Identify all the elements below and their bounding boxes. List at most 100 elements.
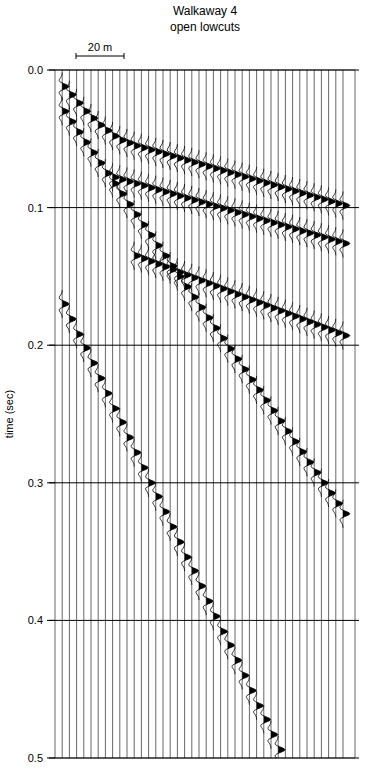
wavelet bbox=[95, 149, 105, 177]
wavelet-line bbox=[74, 320, 84, 348]
trace bbox=[155, 70, 156, 758]
wavelet bbox=[282, 175, 292, 203]
wavelet-line bbox=[167, 180, 177, 208]
wavelet bbox=[117, 126, 127, 154]
wavelet-line bbox=[239, 661, 249, 689]
wavelet bbox=[174, 182, 184, 210]
wavelet-fill bbox=[62, 97, 69, 125]
wavelet bbox=[153, 231, 163, 259]
wavelet-fill bbox=[98, 364, 105, 392]
wavelet-fill bbox=[300, 438, 307, 466]
wavelet-line bbox=[167, 252, 177, 280]
wavelet bbox=[318, 223, 328, 251]
wavelet-fill bbox=[199, 267, 206, 295]
wavelet-line bbox=[318, 469, 328, 497]
wavelet-fill bbox=[105, 159, 112, 187]
trace bbox=[91, 70, 92, 758]
y-tick-label: 0.2 bbox=[28, 339, 43, 351]
wavelet bbox=[239, 661, 249, 689]
wavelet-fill bbox=[235, 280, 242, 308]
wavelet-fill bbox=[242, 661, 249, 689]
wavelet-fill bbox=[264, 705, 271, 733]
wavelet-fill bbox=[141, 134, 148, 162]
wavelet-fill bbox=[293, 177, 300, 205]
wavelet bbox=[333, 489, 343, 517]
wavelet-line bbox=[203, 152, 213, 180]
wavelet-fill bbox=[242, 200, 249, 228]
wavelet bbox=[189, 283, 199, 311]
wavelet-line bbox=[160, 140, 170, 168]
wavelet bbox=[138, 134, 148, 162]
wavelet-line bbox=[326, 225, 336, 253]
wavelet-fill bbox=[235, 345, 242, 373]
wavelet-line bbox=[146, 136, 156, 164]
y-tick bbox=[47, 620, 55, 621]
wavelet-fill bbox=[163, 242, 170, 270]
wavelet bbox=[311, 183, 321, 211]
wavelet-line bbox=[268, 209, 278, 237]
wavelet-fill bbox=[329, 316, 336, 344]
wavelet-line bbox=[138, 245, 148, 273]
wavelet-line bbox=[275, 407, 285, 435]
wavelet-line bbox=[131, 170, 141, 198]
wavelet bbox=[218, 156, 228, 184]
wavelet-line bbox=[239, 163, 249, 191]
wavelet-fill bbox=[62, 73, 69, 101]
wavelet-line bbox=[218, 324, 228, 352]
wavelet-fill bbox=[271, 209, 278, 237]
wavelet bbox=[333, 319, 343, 347]
wavelet bbox=[282, 300, 292, 328]
wavelet-line bbox=[81, 128, 91, 156]
wavelet-fill bbox=[177, 528, 184, 556]
wavelet-line bbox=[326, 479, 336, 507]
wavelet-line bbox=[210, 154, 220, 182]
trace bbox=[213, 70, 214, 758]
wavelet bbox=[102, 159, 112, 187]
wavelet-fill bbox=[235, 198, 242, 226]
trace bbox=[335, 70, 336, 758]
wavelet-line bbox=[102, 159, 112, 187]
wavelet bbox=[196, 572, 206, 600]
y-tick bbox=[47, 758, 55, 759]
wavelet-fill bbox=[113, 170, 120, 198]
wavelet-fill bbox=[271, 294, 278, 322]
wavelet bbox=[203, 269, 213, 297]
wavelet-line bbox=[203, 190, 213, 218]
wavelet-fill bbox=[257, 205, 264, 233]
wavelet-fill bbox=[62, 290, 69, 318]
wavelet-line bbox=[160, 498, 170, 526]
wavelet-line bbox=[210, 272, 220, 300]
wavelet bbox=[261, 169, 271, 197]
wavelet-line bbox=[261, 386, 271, 414]
wavelet bbox=[196, 188, 206, 216]
wavelet-fill bbox=[278, 173, 285, 201]
wavelet-fill bbox=[249, 286, 256, 314]
wavelet-line bbox=[88, 139, 98, 167]
wavelet bbox=[203, 587, 213, 615]
wavelet bbox=[210, 602, 220, 630]
wavelet-fill bbox=[185, 146, 192, 174]
wavelet-fill bbox=[293, 428, 300, 456]
wavelet-line bbox=[160, 178, 170, 206]
wavelet bbox=[102, 379, 112, 407]
wavelet-line bbox=[196, 293, 206, 321]
wavelet-line bbox=[282, 417, 292, 445]
wavelet-fill bbox=[98, 149, 105, 177]
wavelet bbox=[124, 423, 134, 451]
wavelet bbox=[167, 142, 177, 170]
wavelet bbox=[225, 196, 235, 224]
wavelet-line bbox=[138, 134, 148, 162]
wavelet-line bbox=[88, 104, 98, 132]
wavelet-line bbox=[124, 190, 134, 218]
wavelet-fill bbox=[141, 172, 148, 200]
wavelet-line bbox=[124, 167, 134, 195]
wavelet-line bbox=[74, 118, 84, 146]
wavelet-line bbox=[81, 334, 91, 362]
wavelet-fill bbox=[257, 376, 264, 404]
wavelet-line bbox=[203, 587, 213, 615]
wavelet-line bbox=[218, 156, 228, 184]
wavelet bbox=[246, 286, 256, 314]
wavelet-fill bbox=[170, 180, 177, 208]
chart: Walkaway 4open lowcuts20 mtime (sec)0.00… bbox=[0, 0, 378, 774]
wavelet-line bbox=[297, 305, 307, 333]
